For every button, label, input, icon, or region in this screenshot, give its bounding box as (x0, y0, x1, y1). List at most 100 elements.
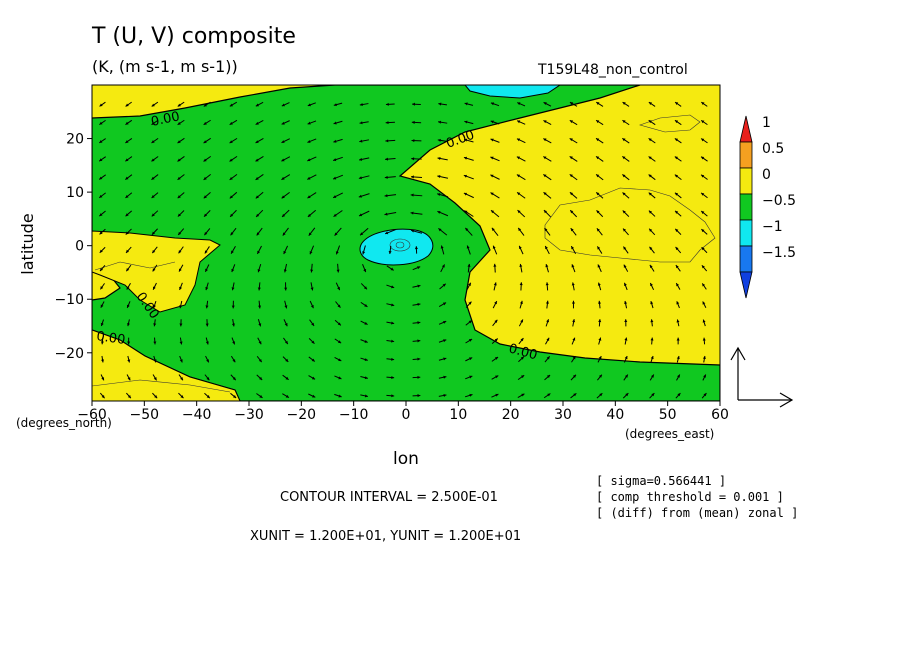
wind-vector-head (310, 269, 314, 273)
wind-vector-head (676, 337, 680, 341)
wind-vector-head (385, 231, 389, 235)
wind-vector-head (648, 102, 653, 105)
wind-vector-head (126, 304, 130, 308)
wind-vector-head (101, 359, 105, 363)
wind-vector-head (520, 356, 524, 360)
wind-vector-head (358, 194, 362, 198)
wind-vector-head (179, 268, 182, 272)
wind-vector-head (285, 376, 289, 380)
chart-units: (K, (m s-1, m s-1)) (92, 57, 238, 76)
wind-vector-head (543, 210, 548, 214)
wind-vector-head (307, 195, 311, 199)
wind-vector-head (598, 319, 602, 323)
wind-vector-head (543, 174, 547, 178)
wind-vector-head (622, 156, 626, 160)
wind-vector-head (333, 176, 337, 180)
wind-vector-head (569, 156, 573, 160)
wind-vector-head (285, 394, 289, 398)
wind-vector-head (310, 304, 314, 309)
wind-vector-head (468, 339, 473, 342)
wind-vector-head (178, 250, 182, 254)
wind-vector-head (256, 213, 260, 217)
wind-vector-head (153, 341, 157, 345)
wind-vector-head (543, 156, 547, 160)
wind-vector-head (520, 319, 523, 323)
wind-vector-head (441, 264, 445, 268)
wind-vector-head (255, 103, 260, 107)
wind-vector-head (125, 140, 129, 143)
wind-vector-head (648, 138, 652, 142)
wind-vector-head (334, 232, 338, 236)
wind-vector-head (283, 269, 287, 273)
wind-vector-head (335, 251, 339, 255)
wind-vector-head (99, 103, 103, 107)
wind-vector-head (463, 174, 467, 178)
wind-vector-head (385, 102, 389, 106)
wind-vector-head (333, 195, 337, 198)
wind-vector-head (519, 245, 522, 250)
wind-vector-head (649, 228, 653, 232)
wind-vector-head (259, 376, 263, 380)
wind-vector-head (674, 192, 679, 196)
wind-vector-head (623, 264, 627, 268)
wind-vector-head (309, 251, 313, 255)
wind-vector-head (206, 359, 209, 363)
x-tick-label: −60 (77, 407, 107, 423)
wind-vector-head (622, 138, 626, 142)
wind-vector-head (701, 265, 705, 269)
wind-vector-head (385, 121, 389, 125)
wind-vector-head (623, 228, 627, 232)
wind-vector-head (125, 194, 129, 198)
wind-vector-head (203, 103, 207, 107)
wind-vector-head (206, 395, 210, 399)
wind-vector-head (674, 138, 679, 142)
wind-vector-head (437, 211, 441, 214)
wind-vector-head (333, 121, 337, 125)
wind-vector-head (545, 300, 549, 304)
wind-vector-head (177, 140, 181, 144)
wind-vector-head (364, 339, 368, 343)
wind-vector-head (676, 319, 680, 323)
wind-vector-head (203, 176, 207, 180)
wind-vector-head (151, 231, 156, 235)
x-tick-label: 40 (606, 407, 624, 423)
wind-vector-head (385, 157, 389, 161)
wind-vector-head (675, 246, 679, 251)
wind-vector-head (701, 210, 705, 214)
wind-vector-head (177, 213, 181, 217)
wind-vector-head (127, 359, 131, 363)
contour-interval: CONTOUR INTERVAL = 2.500E-01 (280, 490, 498, 505)
wind-vector-head (126, 249, 130, 253)
x-tick-label: −50 (130, 407, 160, 423)
wind-vector-head (231, 268, 235, 273)
info-sigma: [ sigma=0.566441 ] (596, 474, 727, 488)
wind-vector-head (417, 302, 421, 306)
wind-vector-head (517, 210, 521, 214)
wind-vector-head (516, 138, 521, 142)
wind-vector-head (521, 375, 525, 379)
wind-vector-head (547, 393, 551, 397)
wind-vector-head (517, 192, 521, 196)
wind-vector-head (464, 102, 468, 106)
x-tick-label: 60 (711, 407, 729, 423)
wind-vector-head (650, 282, 653, 287)
plot-area (92, 85, 720, 401)
wind-vector-head (650, 374, 654, 378)
wind-vector-head (570, 210, 574, 214)
wind-vector-head (363, 286, 367, 290)
x-tick-label: 20 (502, 407, 520, 423)
wind-vector-head (179, 359, 183, 363)
wind-vector-head (675, 210, 679, 214)
x-tick-label: 0 (402, 407, 411, 423)
wind-vector-head (674, 174, 679, 178)
wind-vector-head (179, 323, 183, 327)
wind-vector-head (490, 174, 494, 178)
wind-vector-head (99, 213, 103, 217)
chart-title: T (U, V) composite (92, 24, 296, 49)
wind-vector-head (205, 268, 208, 272)
wind-vector-head (391, 303, 395, 307)
wind-vector-head (390, 267, 394, 271)
wind-vector-head (231, 287, 235, 291)
wind-vector-head (177, 195, 181, 199)
wind-vector-head (307, 103, 311, 107)
